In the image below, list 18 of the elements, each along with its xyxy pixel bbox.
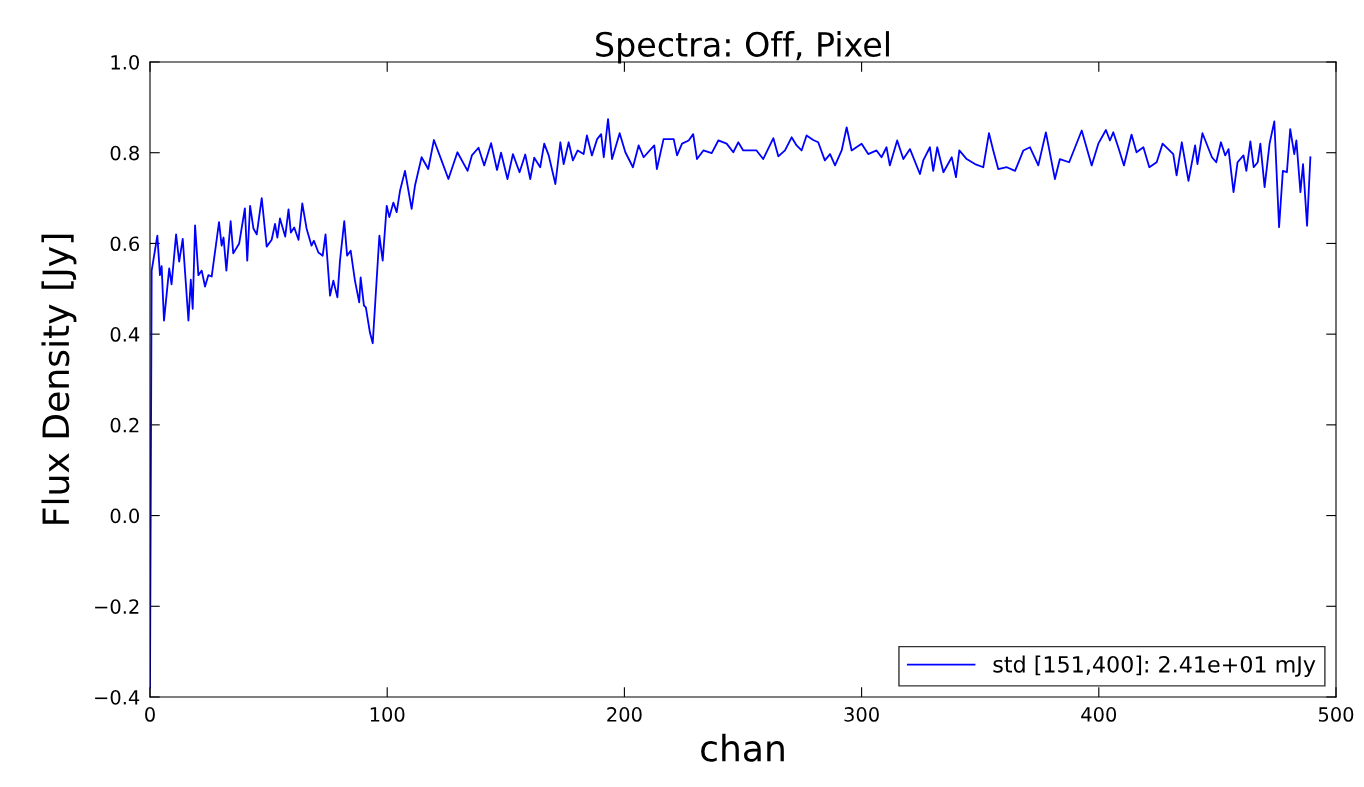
y-tick-label: 0.8	[110, 145, 139, 161]
x-axis-title: chan	[701, 733, 784, 762]
chart-title: Spectra: Off, Pixel	[596, 31, 889, 64]
x-tick-label: 500	[1318, 707, 1354, 722]
x-tick-label: 200	[607, 707, 642, 722]
legend-label: std [151,400]: 2.41e+01 mJy	[993, 655, 1316, 677]
y-tick-label: −0.2	[95, 599, 139, 614]
y-tick-label: 0.2	[110, 417, 139, 433]
y-tick-label: −0.4	[95, 689, 140, 705]
x-tick-label: 300	[844, 707, 879, 722]
x-tick-label: 0	[145, 707, 155, 722]
x-tick-label: 400	[1081, 707, 1117, 722]
y-tick-label: 1.0	[111, 54, 139, 70]
y-tick-label: 0.4	[110, 327, 140, 342]
y-axis-title: Flux Density [Jy]	[41, 234, 77, 524]
x-tick-label: 100	[370, 707, 405, 722]
y-tick-label: 0.6	[110, 236, 140, 252]
y-tick-label: 0.0	[110, 508, 139, 524]
